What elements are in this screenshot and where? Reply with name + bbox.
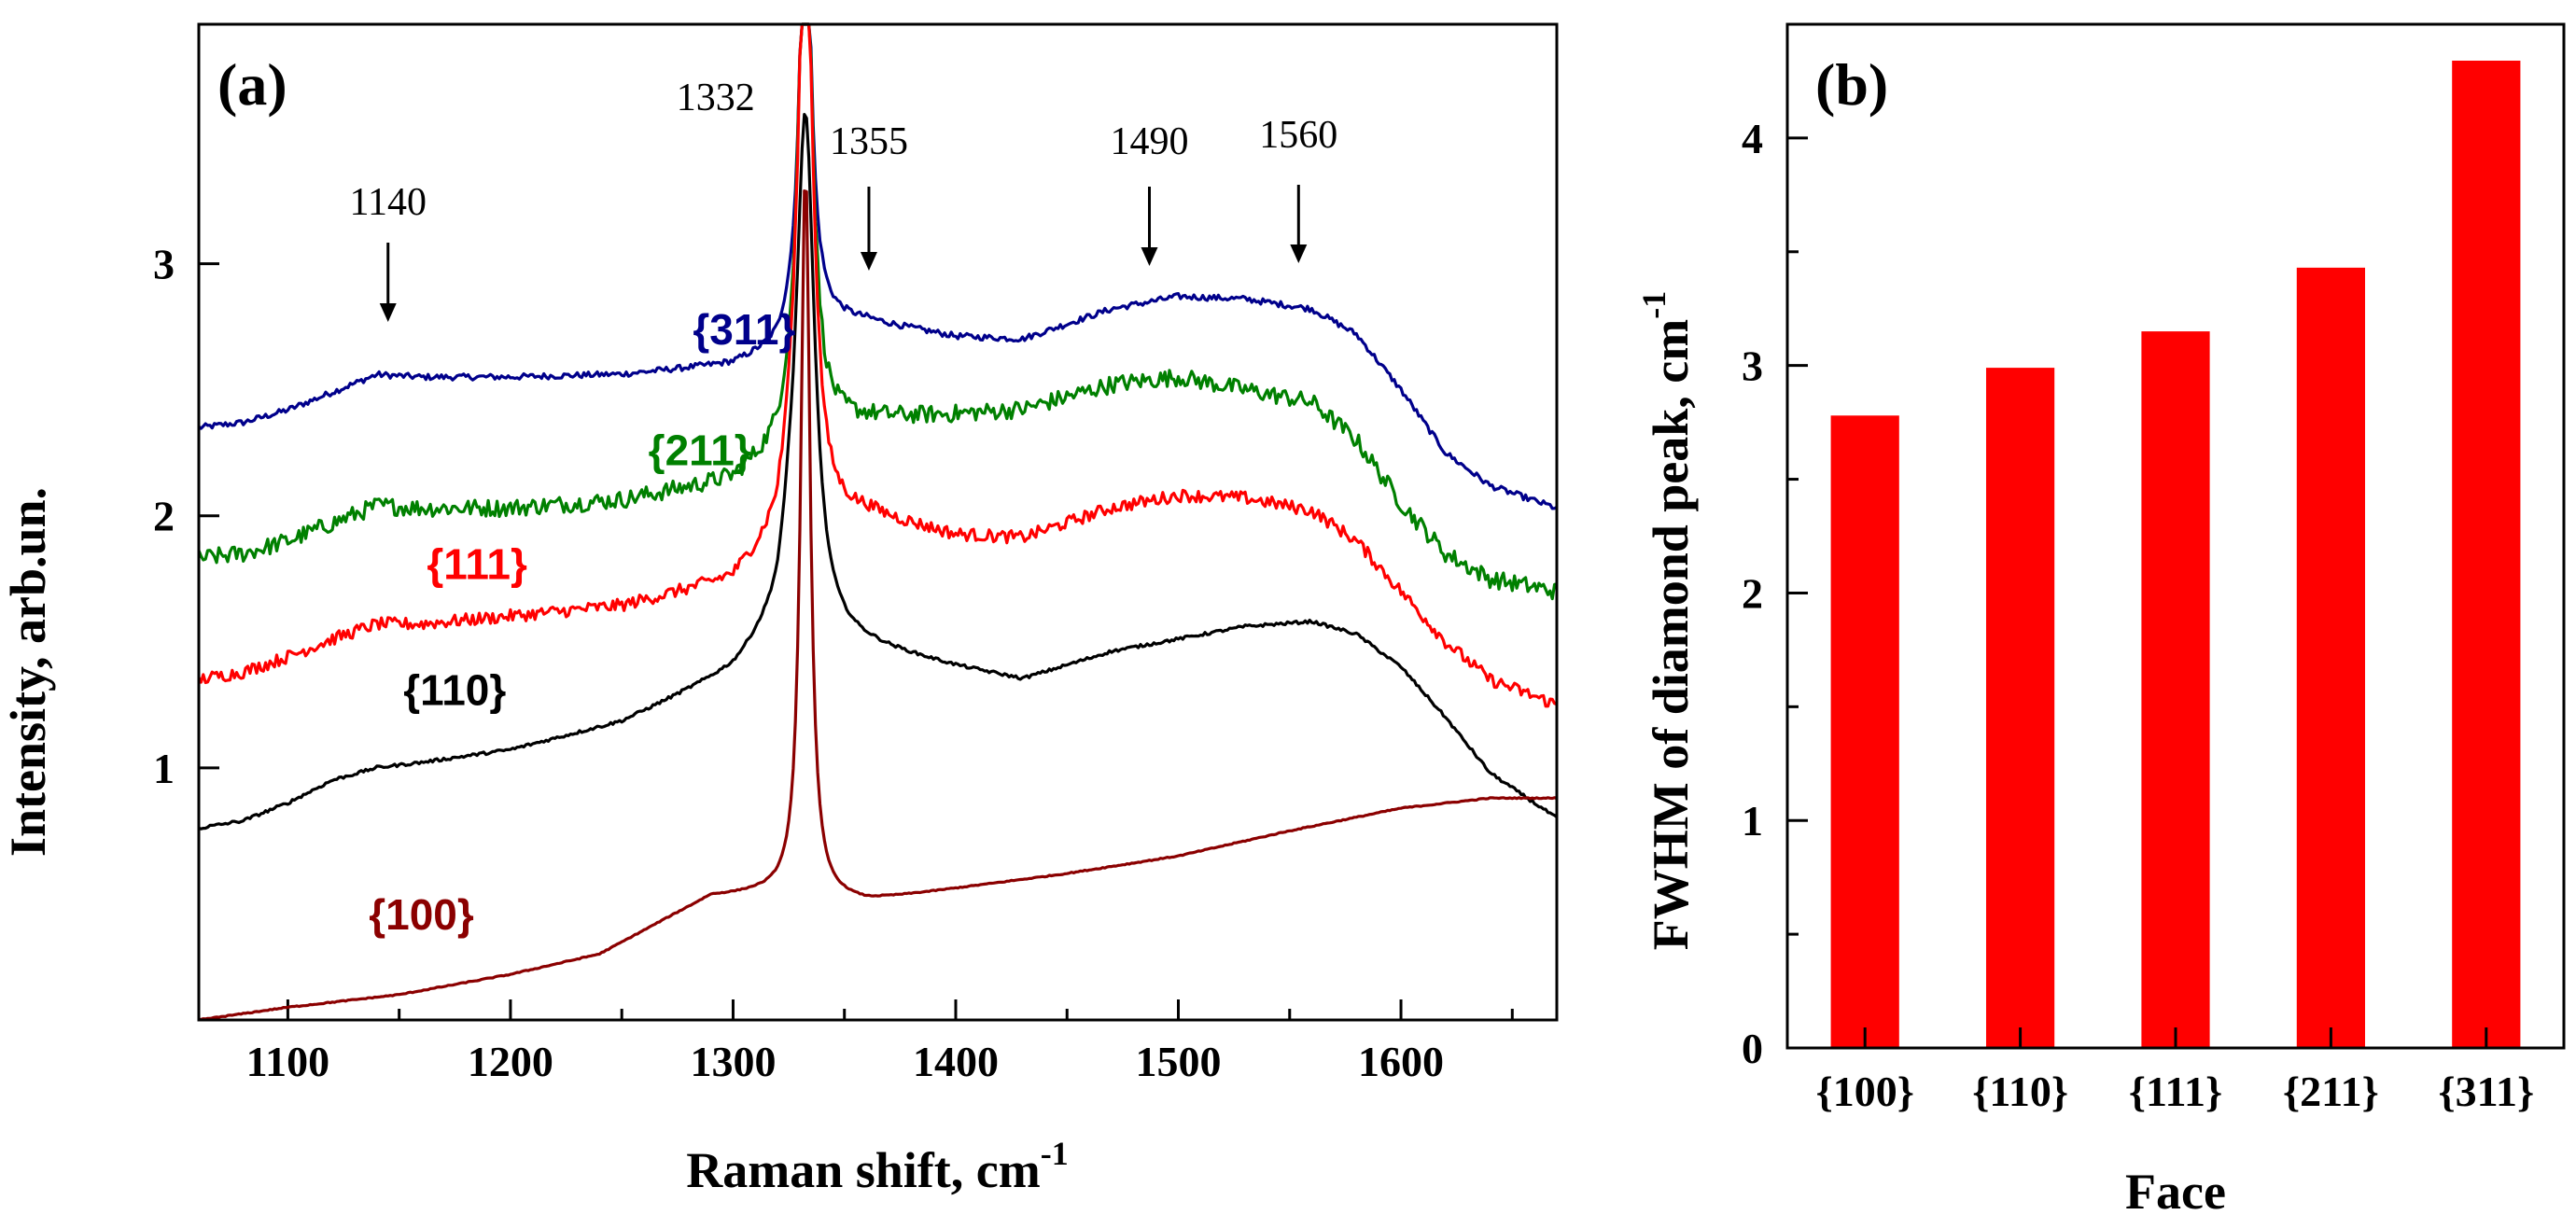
- panel-a-xlabel: Raman shift, cm-1: [686, 1135, 1068, 1198]
- panel-a-y-tick-label: 2: [153, 493, 175, 540]
- panel-a-ylabel: Intensity, arb.un.: [0, 487, 56, 857]
- spectrum-line: [197, 22, 1558, 708]
- spectrum-line: [198, 189, 1558, 1022]
- panel-b-ylabel-sup: -1: [1635, 291, 1673, 319]
- panel-a-y-tick-label: 3: [153, 241, 175, 288]
- panel-b-y-tick-label: 1: [1742, 797, 1763, 845]
- panel-b-ylabel: FWHM of diamond peak, cm-1: [1635, 291, 1699, 951]
- peak-arrow-head: [1141, 247, 1158, 266]
- panel-a-peak-markers: 1140 1332 1355 1490 1560: [350, 77, 1337, 322]
- panel-a-x-tick-label: 1300: [690, 1038, 776, 1085]
- panel-a-series-labels: {311} {211} {111} {110} {100}: [369, 305, 795, 939]
- series-label: {110}: [403, 665, 506, 714]
- panel-a-x-tick-label: 1600: [1358, 1038, 1444, 1085]
- panel-b-x-tick-label: {111}: [2129, 1068, 2222, 1115]
- peak-label: 1560: [1259, 114, 1337, 157]
- fwhm-bar: [2452, 61, 2521, 1049]
- series-label: {111}: [427, 539, 527, 588]
- panel-a-y-axis: 1 2 3: [153, 241, 219, 792]
- panel-a-chart: Intensity, arb.un. 123 1100 1200 1300 1400 1…: [0, 22, 1559, 1198]
- panel-a-tag: (a): [217, 51, 287, 118]
- panel-b-y-tick-label: 3: [1742, 342, 1763, 390]
- panel-a-x-tick-label: 1200: [468, 1038, 553, 1085]
- fwhm-bar: [1985, 368, 2055, 1048]
- panel-b-x-tick-label: {110}: [1972, 1068, 2068, 1115]
- peak-arrow-head: [860, 252, 877, 271]
- peak-arrow-head: [379, 303, 397, 322]
- spectrum-line: [197, 22, 1558, 601]
- fwhm-bar: [2141, 331, 2210, 1049]
- panel-b-x-tick-label: {211}: [2283, 1068, 2379, 1115]
- peak-arrow-head: [1290, 244, 1308, 263]
- peak-label: 1490: [1111, 120, 1189, 163]
- panel-a-x-tick-label: 1500: [1136, 1038, 1222, 1085]
- spectrum-line: [198, 113, 1559, 831]
- fwhm-bar: [1830, 415, 1899, 1048]
- panel-a-x-tick-label: 1100: [246, 1038, 329, 1085]
- peak-label: 1332: [677, 77, 755, 119]
- panel-b-y-tick-label: 0: [1742, 1025, 1763, 1072]
- panel-b-xlabel: Face: [2125, 1164, 2226, 1220]
- panel-b-frame: [1785, 22, 2566, 1050]
- panel-b-y-axis: 0 1 2 3 4: [1742, 22, 1808, 1072]
- series-label: {311}: [693, 305, 795, 354]
- fwhm-bar: [2296, 267, 2366, 1048]
- panel-a-frame: [197, 22, 1559, 1022]
- panel-a-series-lines: [197, 22, 1559, 1022]
- panel-b-y-tick-label: 2: [1742, 569, 1763, 617]
- series-label: {100}: [369, 890, 474, 939]
- panel-b-x-axis: {100} {110} {111} {211} {311}: [1816, 1027, 2534, 1115]
- peak-label: 1355: [830, 120, 908, 163]
- panel-b-bars: [1830, 61, 2521, 1049]
- series-label: {211}: [649, 426, 751, 475]
- peak-label: 1140: [350, 181, 427, 224]
- spectrum-line: [197, 22, 1558, 510]
- panel-b-tag: (b): [1815, 51, 1888, 118]
- panel-b-x-tick-label: {100}: [1816, 1068, 1914, 1115]
- panel-a-xlabel-sup: -1: [1041, 1135, 1069, 1172]
- panel-a-x-tick-label: 1400: [913, 1038, 999, 1085]
- panel-a-y-tick-label: 1: [153, 745, 175, 792]
- panel-a-x-axis: 1100 1200 1300 1400 1500 1600: [246, 999, 1514, 1085]
- panel-b-x-tick-label: {311}: [2438, 1068, 2534, 1115]
- panel-b-y-tick-label: 4: [1742, 115, 1763, 162]
